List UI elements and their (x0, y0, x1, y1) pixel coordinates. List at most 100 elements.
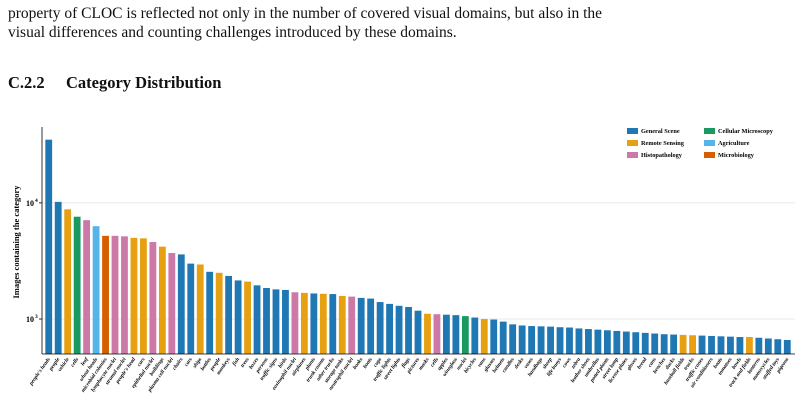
bar-57 (585, 329, 592, 354)
bar-6 (102, 235, 109, 354)
x-tick-label-55: cows (562, 357, 573, 369)
bar-48 (499, 321, 507, 354)
bar-26 (291, 292, 299, 354)
legend-swatch-2 (627, 140, 638, 146)
section-number: C.2.2 (8, 73, 45, 92)
legend-swatch-4 (627, 152, 638, 158)
bar-35 (376, 302, 384, 354)
bar-22 (253, 285, 261, 354)
bar-32 (348, 296, 356, 354)
bar-63 (641, 332, 649, 354)
bar-10 (140, 238, 147, 354)
bar-19 (225, 275, 233, 354)
bar-41 (433, 314, 441, 354)
bar-5 (92, 226, 100, 354)
bar-21 (244, 281, 251, 354)
bar-66 (670, 334, 678, 354)
bar-34 (367, 298, 375, 354)
legend-label-1: Cellular Microscopy (718, 128, 774, 135)
bar-43 (452, 315, 460, 354)
bar-72 (727, 336, 734, 354)
bar-1 (54, 201, 62, 354)
bar-16 (196, 264, 204, 354)
bar-78 (783, 339, 791, 354)
bar-12 (158, 246, 166, 354)
x-tick-label-33: books (352, 357, 364, 371)
bar-40 (424, 313, 431, 354)
x-tick-label-51: vases (523, 357, 535, 370)
bar-9 (130, 237, 138, 354)
bar-0 (45, 139, 53, 354)
bar-44 (461, 316, 469, 354)
bar-29 (319, 293, 327, 354)
x-tick-label-0: people's heads (28, 357, 52, 388)
bar-68 (689, 335, 696, 354)
bar-73 (736, 337, 744, 354)
bar-24 (272, 289, 280, 354)
legend-swatch-0 (627, 128, 638, 134)
bar-8 (121, 236, 128, 354)
bar-30 (329, 294, 337, 354)
x-tick-label-14: chairs (172, 357, 185, 372)
bar-37 (395, 305, 403, 354)
bar-58 (594, 329, 602, 354)
bar-56 (575, 328, 583, 354)
bar-53 (547, 326, 554, 354)
x-tick-label-38: flags (401, 357, 412, 369)
x-tick-label-34: boats (362, 357, 374, 370)
bar-62 (632, 332, 640, 354)
legend-label-4: Histopathology (641, 152, 683, 159)
y-axis-label: Images containing the category (11, 185, 21, 299)
chart-legend: General Scene Cellular Microscopy Remote S… (627, 128, 774, 159)
bar-47 (490, 319, 498, 354)
paragraph-line-1: property of CLOC is reflected not only i… (8, 5, 603, 22)
bar-50 (518, 325, 526, 354)
bar-14 (177, 254, 185, 354)
bar-51 (528, 326, 536, 354)
bar-77 (774, 339, 782, 354)
bar-67 (679, 334, 687, 354)
x-tick-label-64: cans (647, 357, 658, 369)
bar-42 (442, 314, 450, 354)
legend-label-0: General Scene (641, 128, 680, 135)
y-tick-label-0: 10 (26, 315, 34, 324)
legend-label-2: Remote Sensing (641, 140, 685, 147)
bar-13 (168, 253, 176, 354)
bar-7 (111, 235, 119, 354)
x-tick-label-25: birds (277, 357, 288, 370)
bar-46 (480, 319, 488, 354)
bar-31 (338, 295, 346, 354)
bar-17 (206, 271, 214, 354)
x-tick-label-50: desks (514, 357, 526, 370)
bar-4 (83, 220, 91, 354)
section-heading: C.2.2 Category Distribution (8, 73, 221, 93)
legend-swatch-5 (704, 152, 715, 158)
chart-axes (41, 127, 795, 355)
x-tick-label-41: cells (429, 357, 440, 369)
y-tick-label-1: 10 (26, 199, 34, 208)
x-tick-label-63: bread (636, 356, 648, 370)
bar-23 (263, 287, 270, 354)
legend-label-3: Agriculture (718, 140, 750, 147)
x-tick-label-3: cells (70, 357, 81, 369)
x-tick-label-46: vans (477, 357, 488, 369)
x-tick-label-15: cars (184, 357, 194, 368)
chart-bars (45, 139, 791, 354)
bar-3 (73, 216, 81, 354)
x-tick-label-10: cars (136, 357, 146, 368)
bar-49 (509, 324, 517, 354)
bar-52 (537, 326, 545, 354)
bar-15 (187, 263, 195, 354)
x-tick-label-20: fish (232, 357, 242, 367)
y-tick-exponent-0: 3 (35, 314, 38, 320)
bar-28 (310, 293, 318, 354)
bar-69 (698, 335, 706, 354)
bar-75 (755, 337, 763, 354)
legend-label-5: Microbiology (718, 152, 755, 159)
x-tick-label-40: masks (418, 357, 431, 372)
bar-38 (405, 306, 412, 354)
bar-45 (471, 317, 479, 354)
